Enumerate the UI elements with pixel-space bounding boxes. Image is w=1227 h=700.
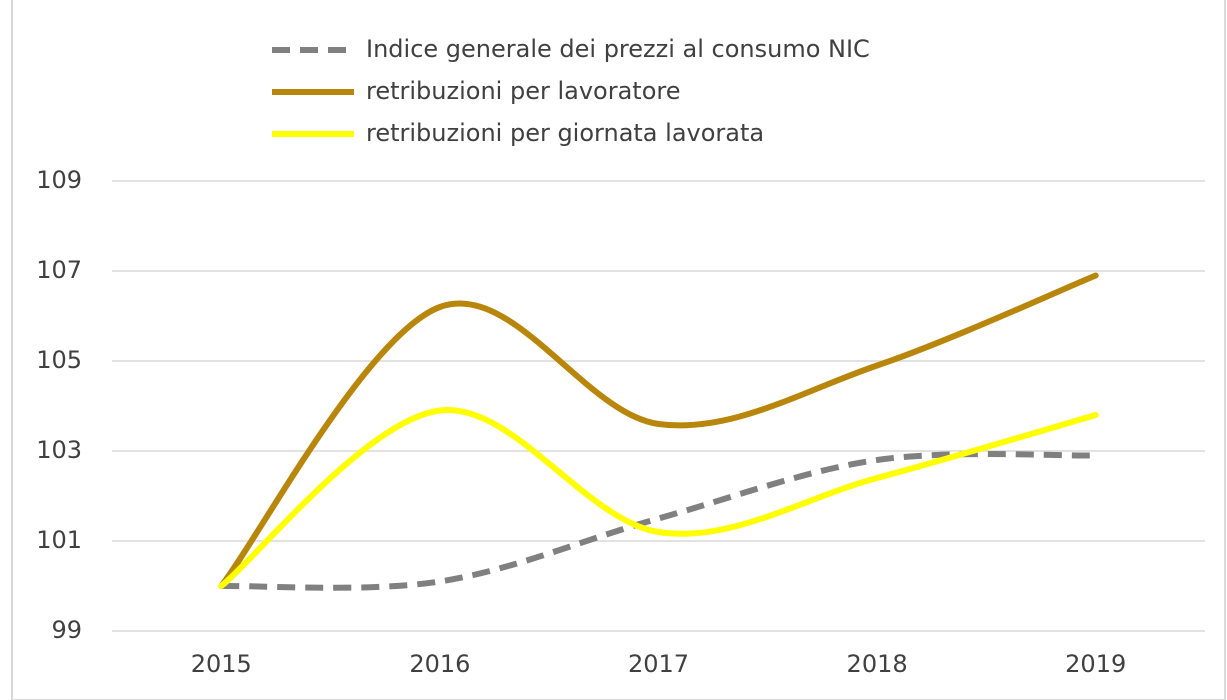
legend-label: retribuzioni per lavoratore <box>366 77 680 105</box>
x-tick-label: 2017 <box>628 650 689 678</box>
x-tick-label: 2019 <box>1065 650 1126 678</box>
series-line <box>221 451 1096 591</box>
x-tick-label: 2018 <box>847 650 908 678</box>
y-tick-label: 99 <box>51 616 82 644</box>
x-tick-label: 2015 <box>191 650 252 678</box>
y-tick-label: 107 <box>36 256 82 284</box>
legend-label: Indice generale dei prezzi al consumo NI… <box>366 35 870 63</box>
y-tick-label: 103 <box>36 436 82 464</box>
y-tick-label: 105 <box>36 346 82 374</box>
y-tick-label: 101 <box>36 526 82 554</box>
chart-frame <box>11 0 1226 700</box>
legend-label: retribuzioni per giornata lavorata <box>366 119 764 147</box>
series-line <box>218 272 1099 589</box>
x-tick-label: 2016 <box>409 650 470 678</box>
y-tick-label: 109 <box>36 166 82 194</box>
series-line <box>218 407 1099 589</box>
